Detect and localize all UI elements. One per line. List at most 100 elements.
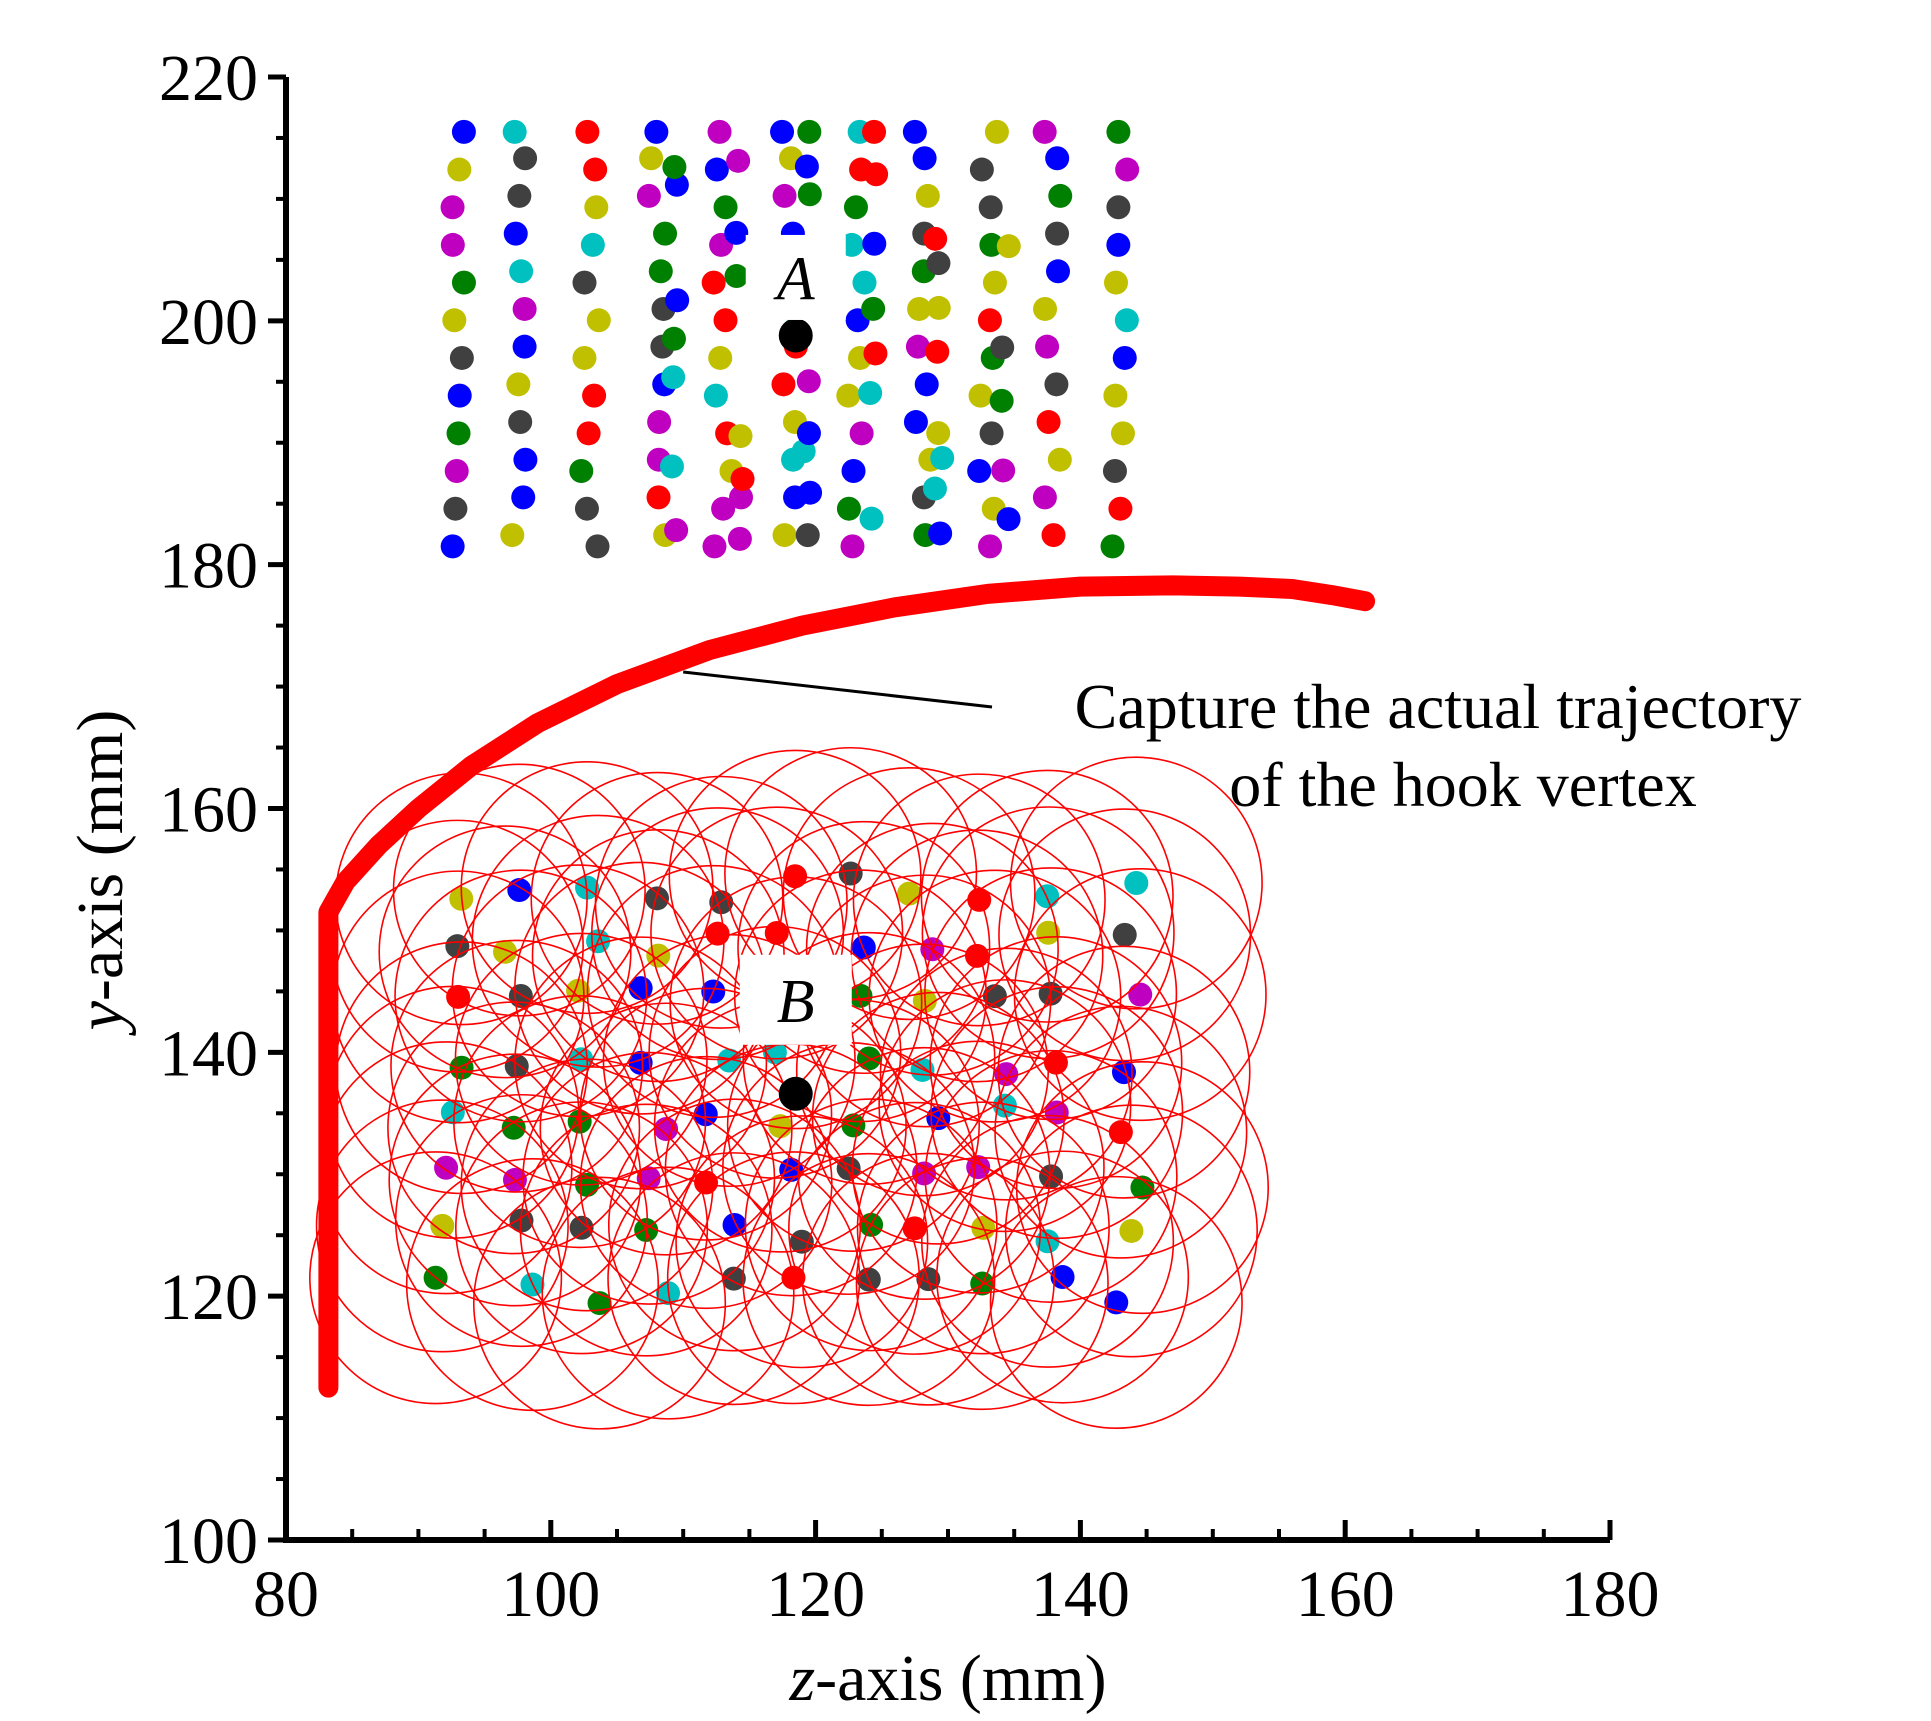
region-b-circle xyxy=(920,1114,1175,1368)
region-a-point xyxy=(664,518,689,543)
region-b-circle xyxy=(997,945,1251,1199)
y-tick-label: 120 xyxy=(159,1261,258,1334)
region-a-point xyxy=(1041,523,1066,548)
region-a-point xyxy=(979,232,1004,257)
region-a-point xyxy=(1048,183,1073,208)
region-a-label: A xyxy=(773,245,816,313)
region-a-point xyxy=(451,119,476,144)
region-b-point xyxy=(848,983,873,1008)
region-a-point xyxy=(502,119,527,144)
region-a-point xyxy=(730,467,755,492)
region-a-point xyxy=(574,496,599,521)
region-a-point xyxy=(862,119,887,144)
region-a-point xyxy=(861,296,886,321)
region-b-circle xyxy=(855,1156,1109,1411)
region-a-label-group: A xyxy=(745,234,846,320)
y-axis-title: y-axis (mm) xyxy=(64,710,137,1037)
region-a-point xyxy=(905,334,930,359)
region-a-point xyxy=(1114,308,1139,333)
region-a-point xyxy=(996,234,1021,259)
region-a-point xyxy=(729,485,754,510)
region-a-point xyxy=(572,345,597,370)
region-b-circle xyxy=(669,876,923,1130)
x-tick-label: 140 xyxy=(1031,1558,1130,1631)
region-b-circle xyxy=(607,1152,861,1406)
region-a-point xyxy=(575,119,600,144)
region-a-point xyxy=(513,447,538,472)
x-tick-label: 80 xyxy=(253,1558,319,1631)
region-a-point xyxy=(1115,157,1140,182)
region-a-point xyxy=(447,157,472,182)
region-a-point xyxy=(440,534,465,559)
region-a-point xyxy=(644,119,669,144)
region-b-circle xyxy=(650,806,904,1060)
region-a-point xyxy=(1106,195,1131,220)
y-tick-label: 220 xyxy=(159,42,258,115)
y-tick-label: 160 xyxy=(159,774,258,847)
x-tick-label: 120 xyxy=(766,1558,865,1631)
region-a-point xyxy=(912,146,937,171)
region-a-point xyxy=(661,326,686,351)
region-a-point xyxy=(922,476,947,501)
region-a-point xyxy=(798,480,823,505)
region-a-point xyxy=(969,157,994,182)
x-tick-label: 180 xyxy=(1561,1558,1660,1631)
region-b-circle xyxy=(924,1049,1178,1303)
region-b-circle xyxy=(390,939,644,1193)
region-a-point xyxy=(984,119,1009,144)
region-a-point xyxy=(1045,259,1070,284)
region-a-point xyxy=(796,421,821,446)
region-b-circle xyxy=(519,1103,773,1357)
region-b-point xyxy=(1112,922,1137,947)
region-a-point xyxy=(711,496,736,521)
region-a-point xyxy=(977,308,1002,333)
region-b-point xyxy=(430,1213,455,1238)
region-b-circle xyxy=(607,1098,862,1352)
annotation-line-2: of the hook vertex xyxy=(1229,749,1696,820)
region-b-circle xyxy=(994,1005,1248,1259)
region-b-circle xyxy=(309,1151,563,1405)
region-a-point xyxy=(583,157,608,182)
region-b-circles xyxy=(309,746,1270,1430)
region-b-point xyxy=(902,1216,927,1241)
region-b-circle xyxy=(805,822,1059,1076)
region-b-circle xyxy=(935,1150,1190,1404)
region-a-point xyxy=(727,526,752,551)
region-a-point xyxy=(771,372,796,397)
region-a-point xyxy=(586,308,611,333)
region-a-point xyxy=(442,308,467,333)
region-a-point xyxy=(636,183,661,208)
annotation-line-1: Capture the actual trajectory xyxy=(1075,671,1802,742)
region-b-circle xyxy=(1015,1060,1270,1315)
annotation: Capture the actual trajectory of the hoo… xyxy=(683,670,1802,820)
region-a-point xyxy=(708,345,733,370)
region-a-point xyxy=(584,195,609,220)
region-b-circle xyxy=(801,1152,1055,1406)
region-a-point xyxy=(926,251,951,276)
region-a-point xyxy=(585,534,610,559)
region-b-point xyxy=(722,1212,747,1237)
region-b-label: B xyxy=(777,968,815,1036)
region-a-point xyxy=(662,154,687,179)
region-b-circle xyxy=(742,1152,996,1407)
region-a-point xyxy=(863,341,888,366)
region-a-point xyxy=(440,232,465,257)
region-b-circle xyxy=(394,869,648,1123)
region-b-point xyxy=(1043,1050,1068,1075)
region-a-point xyxy=(1033,296,1058,321)
region-a-point xyxy=(797,119,822,144)
region-a-point xyxy=(839,232,864,257)
region-a-point xyxy=(1036,410,1061,435)
region-a-point xyxy=(979,421,1004,446)
region-a-point xyxy=(990,335,1015,360)
region-a-point xyxy=(704,157,729,182)
region-a-point xyxy=(702,534,727,559)
region-a-point xyxy=(852,270,877,295)
region-a-point xyxy=(989,388,1014,413)
region-b-point xyxy=(851,935,876,960)
region-b-circle xyxy=(378,825,632,1079)
region-b-point xyxy=(789,1229,814,1254)
region-a-point xyxy=(791,439,816,464)
region-a-point xyxy=(512,296,537,321)
